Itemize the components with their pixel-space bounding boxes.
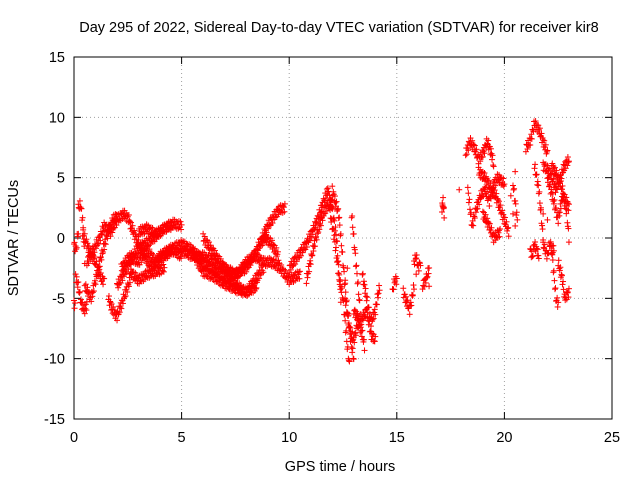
data-point — [303, 280, 309, 286]
data-point — [339, 249, 345, 255]
data-point — [336, 214, 342, 220]
data-point — [304, 275, 310, 281]
data-point — [76, 290, 82, 296]
data-point — [332, 248, 338, 254]
data-point — [74, 274, 80, 280]
data-point — [335, 258, 341, 264]
data-point — [313, 220, 319, 226]
data-point — [343, 289, 349, 295]
data-point — [117, 304, 123, 310]
data-point — [307, 261, 313, 267]
data-point — [333, 244, 339, 250]
data-point — [350, 345, 356, 351]
data-points — [71, 118, 572, 364]
data-point — [102, 240, 108, 246]
data-point — [341, 269, 347, 275]
data-point — [336, 215, 342, 221]
data-point — [349, 349, 355, 355]
data-point — [74, 280, 80, 286]
data-point — [72, 305, 78, 311]
data-point — [328, 215, 334, 221]
data-point — [309, 252, 315, 258]
data-point — [338, 243, 344, 249]
